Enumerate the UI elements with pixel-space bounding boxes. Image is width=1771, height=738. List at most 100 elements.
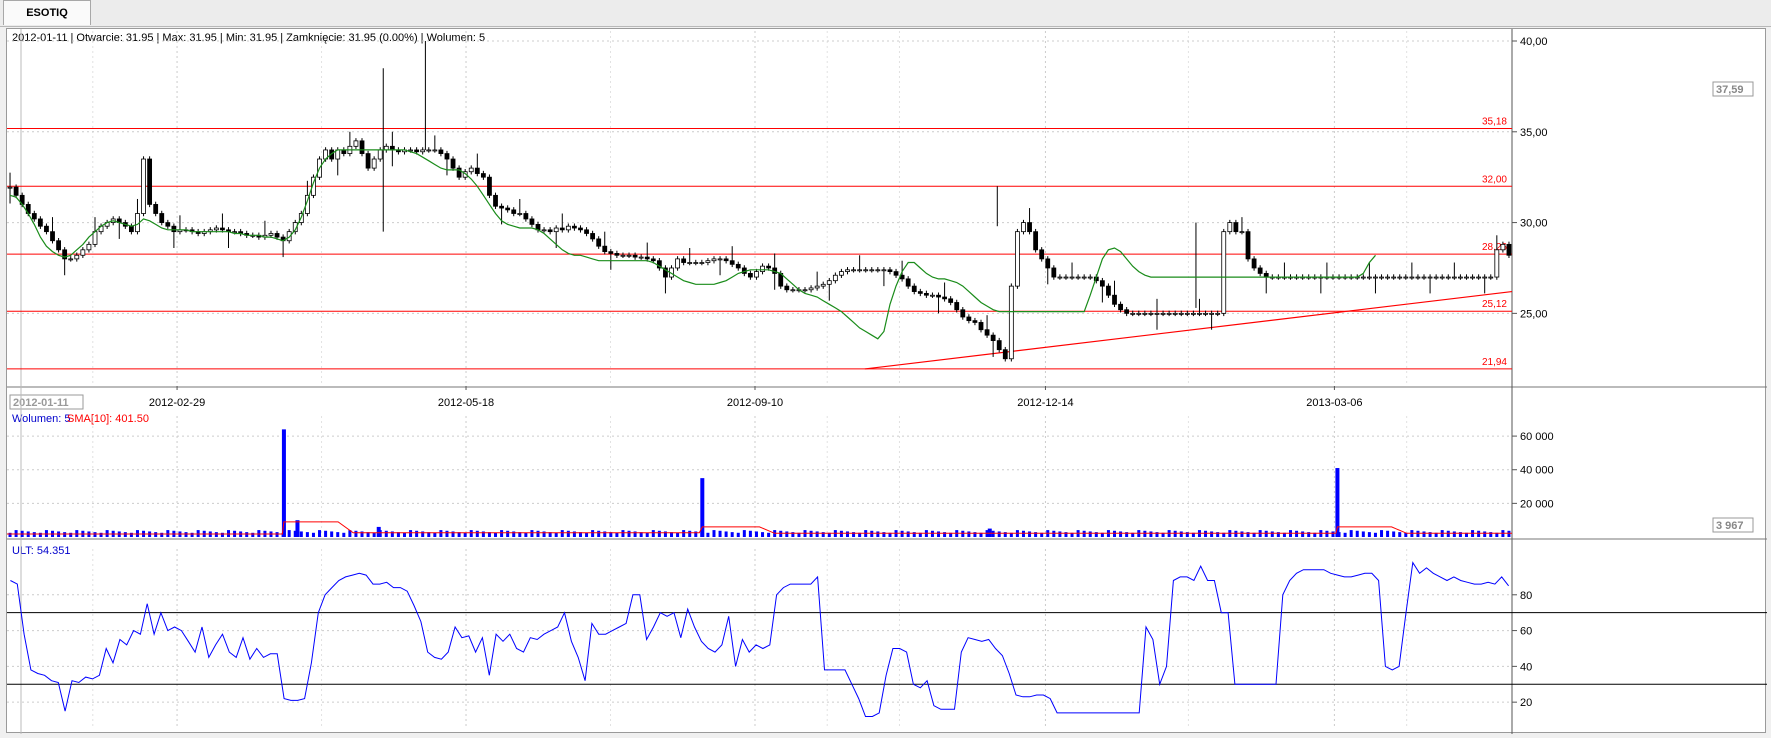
candle-body	[547, 229, 553, 233]
volume-bar	[1446, 530, 1450, 537]
volume-bar	[1343, 532, 1347, 537]
volume-bar	[603, 531, 607, 537]
volume-bar	[184, 532, 188, 537]
candle-body	[1421, 276, 1427, 279]
candle-body	[377, 149, 383, 160]
volume-bar	[1386, 530, 1390, 537]
volume-bar	[979, 532, 983, 537]
candle-body	[304, 194, 310, 214]
volume-bar	[451, 531, 455, 537]
volume-bar	[742, 530, 746, 537]
level-label: 35,18	[1482, 117, 1507, 128]
candle-body	[408, 149, 413, 152]
candle-body	[438, 149, 444, 154]
y-tick-label: 30,00	[1520, 218, 1548, 230]
chart-frame: 2012-01-11 | Otwarcie: 31.95 | Max: 31.9…	[6, 28, 1767, 734]
volume-bar	[439, 530, 443, 537]
candle-body	[1172, 312, 1178, 315]
candle-body	[572, 225, 577, 229]
candle-body	[1178, 312, 1184, 315]
candle-body	[784, 285, 790, 291]
current-volume-label: 3 967	[1716, 520, 1744, 532]
candle-body	[365, 153, 371, 169]
volume-bar	[870, 530, 874, 537]
volume-bar	[409, 530, 413, 537]
candle-body	[1257, 267, 1263, 274]
volume-bar	[1210, 531, 1214, 537]
candle-body	[851, 269, 856, 272]
volume-bar	[1507, 530, 1511, 537]
candle-body	[141, 158, 146, 214]
candle-body	[1118, 303, 1123, 311]
volume-bar	[949, 532, 953, 537]
volume-bar	[32, 532, 36, 537]
candle-body	[1409, 276, 1415, 279]
candle-body	[353, 140, 359, 147]
volume-bar	[245, 532, 249, 537]
volume-bar	[1161, 532, 1165, 537]
candle-body	[711, 258, 717, 262]
volume-bar	[427, 532, 431, 537]
volume-bar	[469, 530, 473, 537]
volume-bar	[937, 531, 941, 537]
candle-body	[129, 225, 134, 233]
volume-bar	[912, 532, 916, 537]
candle-body	[511, 209, 517, 214]
candle-body	[875, 269, 881, 272]
volume-bar	[1282, 532, 1286, 537]
candle-body	[729, 260, 735, 265]
volume-bar	[372, 532, 376, 537]
candle-body	[948, 298, 954, 303]
volume-bar	[190, 532, 194, 537]
volume-bar	[1028, 531, 1032, 537]
candle-body	[863, 269, 869, 272]
candle-body	[1251, 258, 1257, 269]
candle-body	[954, 302, 960, 311]
volume-bar	[682, 530, 686, 537]
volume-bar	[457, 532, 461, 537]
candle-body	[480, 173, 486, 178]
chart-canvas[interactable]: 2012-01-11 | Otwarcie: 31.95 | Max: 31.9…	[7, 29, 1767, 734]
candle-body	[1075, 276, 1081, 279]
candle-body	[754, 271, 759, 278]
volume-bar	[481, 531, 485, 537]
volume-bar	[845, 531, 849, 537]
candle-body	[426, 149, 432, 152]
candle-body	[86, 243, 92, 251]
volume-bar	[348, 530, 352, 537]
volume-bar	[712, 530, 716, 537]
volume-bar	[627, 530, 631, 537]
volume-bar	[1361, 531, 1365, 537]
volume-bar	[1355, 530, 1359, 537]
candle-body	[936, 294, 941, 298]
volume-y-tick-label: 20 000	[1520, 498, 1554, 510]
candle-body	[1124, 309, 1130, 314]
candle-body	[1439, 276, 1445, 279]
candle-body	[626, 254, 632, 257]
candle-body	[1051, 267, 1057, 278]
ult-y-tick-label: 40	[1520, 661, 1532, 673]
candle-body	[171, 225, 177, 233]
volume-bar	[1246, 532, 1250, 537]
volume-bar	[1313, 532, 1317, 537]
candle-body	[820, 283, 826, 287]
volume-bar	[366, 532, 370, 537]
candle-body	[13, 186, 19, 196]
candle-body	[845, 269, 850, 273]
candle-body	[153, 204, 159, 214]
volume-bar	[1113, 530, 1117, 537]
candle-body	[62, 249, 68, 260]
volume-bar	[69, 532, 73, 537]
volume-bar	[1185, 532, 1189, 537]
volume-bar	[797, 532, 801, 537]
candle-body	[420, 149, 426, 153]
volume-bar	[1155, 532, 1159, 537]
candle-body	[596, 238, 602, 247]
volume-bar	[433, 532, 437, 537]
candle-body	[456, 167, 462, 178]
volume-bar	[1088, 531, 1092, 537]
volume-bar	[324, 530, 328, 537]
volume-bar	[129, 532, 133, 537]
tab-esotiq[interactable]: ESOTIQ	[3, 0, 91, 25]
volume-bar	[342, 532, 346, 537]
